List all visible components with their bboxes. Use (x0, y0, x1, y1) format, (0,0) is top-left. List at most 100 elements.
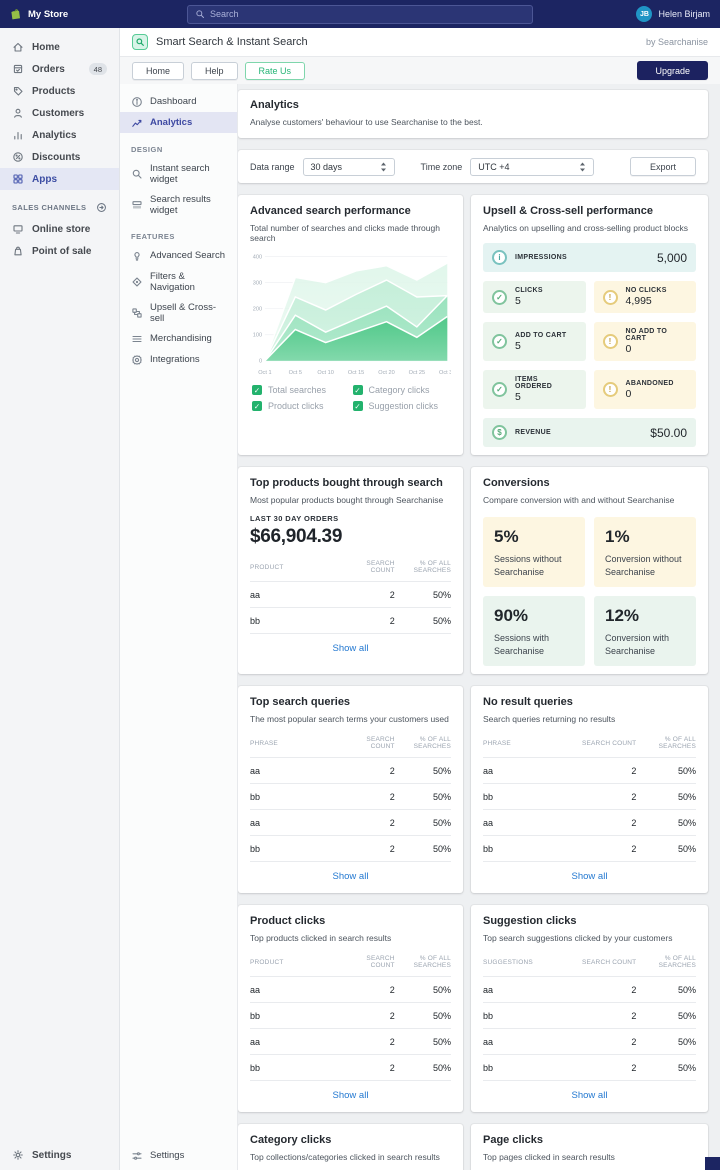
chart-card-title: Advanced search performance (250, 205, 411, 217)
area-chart: 0 100 200 300 400 Oct 1 Oct 5 Oct 10 Oct 15 Oct 2… (253, 254, 451, 376)
table-cell: 50% (636, 783, 696, 811)
table-cell: 2 (342, 1028, 395, 1056)
analytics-line-icon (132, 119, 142, 127)
table-row: bb 2 50% (250, 1054, 451, 1082)
data-range-select[interactable]: 30 days (302, 157, 395, 176)
table-cell: aa (250, 809, 343, 837)
app-title: Smart Search & Instant Search (156, 36, 308, 48)
show-all-link[interactable]: Show all (571, 1090, 608, 1102)
column-header: % OF ALL SEARCHES (636, 951, 696, 978)
upsell-card-title: Upsell & Cross-sell performance (483, 205, 653, 217)
metric-clicks: ✓ CLICKS 5 (483, 281, 586, 313)
column-header: % OF ALL SEARCHES (394, 556, 451, 582)
checkbox-checked-icon[interactable]: ✓ (252, 385, 262, 396)
app-nav-label: Integrations (150, 354, 200, 365)
table-cell: 50% (394, 1028, 451, 1056)
table-cell: 50% (394, 1002, 451, 1030)
legend-category-clicks[interactable]: ✓ Category clicks (352, 385, 450, 396)
stat-value: 90% (494, 606, 529, 626)
global-search[interactable] (187, 4, 533, 24)
sidebar-item-settings[interactable]: Settings (0, 1144, 119, 1166)
sidebar-item-apps[interactable]: Apps (0, 168, 119, 190)
card-subtitle: The most popular search terms your custo… (250, 714, 449, 725)
sidebar-item-analytics[interactable]: Analytics (0, 124, 119, 146)
app-nav-settings[interactable]: Settings (120, 1145, 237, 1166)
table-cell: 2 (580, 757, 637, 785)
sidebar-item-label: Settings (32, 1149, 72, 1161)
viewport-corner (705, 1157, 720, 1170)
checkbox-checked-icon[interactable]: ✓ (352, 401, 363, 412)
table-cell: bb (250, 607, 343, 634)
upsell-cross-sell-card: Upsell & Cross-sell performance Analytic… (471, 195, 708, 455)
show-all-link[interactable]: Show all (332, 1090, 369, 1102)
table-cell: 50% (394, 607, 451, 634)
table-cell: 50% (394, 835, 451, 863)
card-subtitle: Search queries returning no results (483, 714, 616, 725)
sidebar-item-label: Home (32, 41, 60, 53)
column-header: % OF ALL SEARCHES (636, 732, 696, 759)
sidebar-item-discounts[interactable]: Discounts (0, 146, 119, 168)
home-button[interactable]: Home (132, 61, 185, 80)
table-cell: 2 (580, 1054, 637, 1082)
gear-icon (13, 1150, 23, 1160)
rate-us-button[interactable]: Rate Us (244, 61, 306, 80)
show-all-link[interactable]: Show all (332, 643, 369, 654)
table-row: aa 2 50% (250, 581, 451, 608)
app-nav-filters-navigation[interactable]: Filters & Navigation (120, 266, 237, 297)
checkbox-checked-icon[interactable]: ✓ (352, 385, 363, 396)
product-clicks-card: Product clicks Top products clicked in se… (238, 905, 463, 1113)
app-nav-advanced-search[interactable]: Advanced Search (120, 245, 237, 266)
table-cell: 50% (394, 581, 451, 608)
table-cell: 2 (342, 976, 395, 1004)
global-search-input[interactable] (210, 9, 525, 19)
legend-total-searches[interactable]: ✓ Total searches (252, 385, 349, 396)
store-menu[interactable]: My Store (10, 8, 68, 20)
filters-icon (132, 276, 142, 287)
table-cell: 2 (580, 1028, 637, 1056)
table-cell: 2 (342, 783, 395, 811)
select-caret-icon (380, 162, 386, 171)
stat-value: 5% (494, 527, 519, 546)
sidebar-item-orders[interactable]: Orders 48 (0, 58, 119, 80)
export-button[interactable]: Export (629, 157, 696, 176)
legend-product-clicks[interactable]: ✓ Product clicks (252, 401, 349, 412)
app-nav-dashboard[interactable]: Dashboard (120, 91, 237, 112)
sidebar-item-products[interactable]: Products (0, 80, 119, 102)
table-row: bb 2 50% (483, 783, 696, 811)
card-title: Category clicks (250, 1134, 332, 1147)
app-nav-search-results-widget[interactable]: Search results widget (120, 189, 237, 220)
time-zone-select[interactable]: UTC +4 (470, 157, 595, 176)
sidebar-item-point-of-sale[interactable]: Point of sale (0, 240, 119, 262)
app-nav-analytics[interactable]: Analytics (120, 112, 237, 133)
show-all-link[interactable]: Show all (571, 871, 608, 883)
table-cell: bb (250, 1054, 343, 1082)
svg-text:Oct 25: Oct 25 (409, 370, 425, 376)
upgrade-button[interactable]: Upgrade (637, 61, 708, 80)
shopify-topbar: My Store JB Helen Birjam (0, 0, 720, 28)
sidebar-item-label: Products (32, 85, 76, 97)
user-menu[interactable]: JB Helen Birjam (636, 6, 710, 22)
checkbox-checked-icon[interactable]: ✓ (252, 401, 262, 412)
sidebar-item-online-store[interactable]: Online store (0, 218, 119, 240)
metric-value: 5 (515, 391, 521, 403)
app-nav-label: Search results widget (150, 193, 211, 216)
help-button[interactable]: Help (191, 61, 238, 80)
sidebar-item-label: Discounts (32, 151, 81, 163)
svg-text:Oct 20: Oct 20 (378, 370, 394, 376)
sidebar-item-home[interactable]: Home (0, 36, 119, 58)
svg-text:100: 100 (253, 333, 262, 339)
app-nav-integrations[interactable]: Integrations (120, 349, 237, 370)
sidebar-item-customers[interactable]: Customers (0, 102, 119, 124)
integrations-icon (132, 354, 142, 365)
show-all-link[interactable]: Show all (332, 871, 369, 883)
app-nav-instant-search-widget[interactable]: Instant search widget (120, 158, 237, 189)
app-nav-upsell-cross-sell[interactable]: Upsell & Cross-sell (120, 297, 237, 328)
legend-suggestion-clicks[interactable]: ✓ Suggestion clicks (352, 401, 450, 412)
manage-channels-icon[interactable] (96, 202, 107, 213)
metric-impressions: i IMPRESSIONS 5,000 (483, 243, 696, 272)
app-nav-merchandising[interactable]: Merchandising (120, 328, 237, 349)
column-header: % OF ALL SEARCHES (394, 732, 451, 759)
legend-label: Category clicks (368, 385, 430, 396)
table-row: bb 2 50% (483, 1054, 696, 1082)
table-cell: 50% (636, 757, 696, 785)
